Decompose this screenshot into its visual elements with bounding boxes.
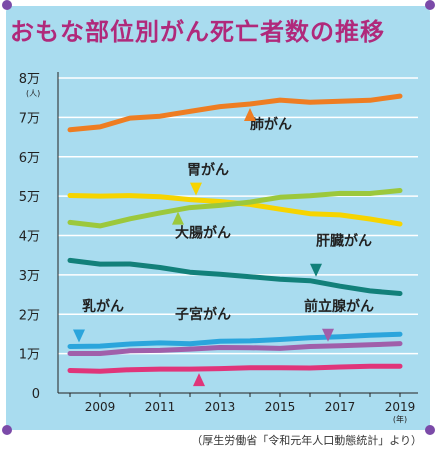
series-line (67, 257, 403, 296)
corner-dot-top-right (425, 0, 435, 10)
series-line (67, 93, 403, 133)
series-lines (67, 93, 403, 374)
x-unit-label: (年) (393, 414, 407, 424)
series-label: 子宮がん (175, 306, 231, 323)
y-tick-label: 2万 (19, 308, 40, 323)
y-tick-label: 3万 (19, 269, 40, 284)
series-label: 肝臓がん (316, 232, 372, 249)
series-label-arrow (73, 329, 85, 343)
corner-dot-bottom-right (425, 425, 435, 435)
series-label: 胃がん (187, 161, 229, 178)
y-tick-label: 4万 (19, 230, 40, 245)
series-label: 大腸がん (175, 224, 231, 241)
corner-dot-top-left (2, 0, 12, 10)
series-label-arrow (193, 373, 205, 387)
x-tick-label: 2011 (145, 400, 176, 414)
series-line (67, 341, 403, 356)
x-tick-label: 2017 (325, 400, 356, 414)
chart-title: おもな部位別がん死亡者数の推移 (10, 18, 385, 46)
y-tick-label: 1万 (19, 348, 40, 363)
x-tick-label: 2015 (265, 400, 296, 414)
series-label: 乳がん (82, 298, 124, 315)
source-note: （厚生労働省「令和元年人口動態統計」より） (191, 434, 422, 447)
series-label: 前立腺がん (304, 298, 374, 315)
y-tick-label: 8万 (19, 72, 40, 87)
series-line (67, 331, 403, 349)
y-tick-label: 5万 (19, 190, 40, 205)
series-label-arrow (322, 328, 334, 342)
series-label-arrow (172, 211, 184, 225)
series-line (67, 188, 403, 229)
series-label-arrow (244, 108, 256, 121)
x-tick-label: 2009 (85, 400, 116, 414)
y-unit-label: (人) (26, 89, 40, 98)
y-tick-label: 7万 (19, 111, 40, 126)
x-tick-label: 2019 (385, 400, 416, 414)
series-label-arrow (310, 263, 322, 277)
axes: 0 1万 2万 3万 4万 5万 6万 7万 8万 (人) 2009 2011 2013 2015 2017… (19, 72, 418, 424)
corner-dot-bottom-left (2, 425, 12, 435)
y-tick-label: 0 (32, 387, 40, 402)
x-tick-label: 2013 (205, 400, 236, 414)
series-label: 肺がん (250, 116, 292, 133)
series-label-arrow (190, 182, 202, 196)
series-line (67, 363, 403, 374)
y-tick-label: 6万 (19, 151, 40, 166)
